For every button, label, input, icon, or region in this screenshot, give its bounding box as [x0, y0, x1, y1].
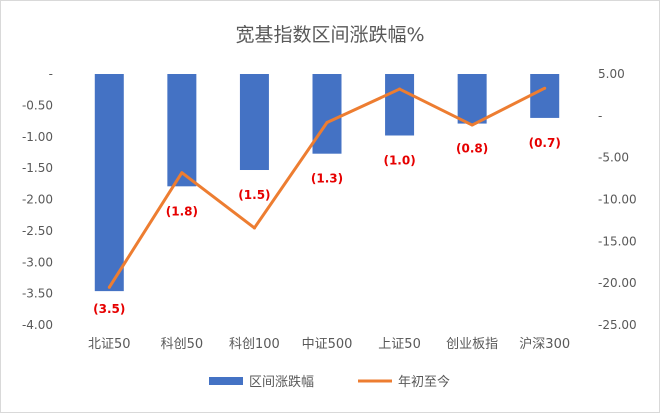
- category-label: 科创50: [161, 337, 204, 352]
- category-label: 科创100: [229, 337, 280, 352]
- right-tick-label: 5.00: [598, 67, 625, 81]
- right-tick-label: -: [598, 109, 602, 123]
- category-label: 上证50: [378, 337, 421, 352]
- bar: [94, 74, 124, 292]
- left-tick-label: -2.00: [22, 193, 53, 207]
- line-point: [398, 87, 402, 91]
- bar: [457, 74, 487, 124]
- data-labels: (3.5) (1.8) (1.5) (1.3) (1.0) (0.8) (0.7): [93, 136, 561, 316]
- bar: [239, 74, 269, 171]
- right-tick-label: -20.00: [598, 276, 637, 290]
- bar: [385, 74, 415, 136]
- line-point: [252, 226, 256, 230]
- legend-label-bar: 区间涨跌幅: [249, 374, 314, 390]
- bar-data-label: (0.7): [529, 136, 561, 150]
- bar-data-label: (0.8): [456, 142, 488, 156]
- legend-swatch-bar: [209, 377, 243, 385]
- category-label: 北证50: [88, 337, 131, 352]
- legend-label-line: 年初至今: [398, 374, 450, 390]
- bar: [530, 74, 560, 118]
- bar-data-label: (1.0): [383, 153, 415, 167]
- left-tick-label: -3.00: [22, 255, 53, 269]
- left-tick-label: -4.00: [22, 318, 53, 332]
- left-tick-label: -0.50: [22, 98, 53, 112]
- bar-data-label: (3.5): [93, 302, 125, 316]
- bar-data-label: (1.8): [166, 204, 198, 218]
- bar-data-label: (1.3): [311, 172, 343, 186]
- category-label: 沪深300: [519, 336, 570, 352]
- chart-title: 宽基指数区间涨跌幅%: [235, 24, 424, 46]
- bar: [167, 74, 197, 187]
- right-tick-label: -10.00: [598, 193, 637, 207]
- line-point: [325, 121, 329, 125]
- right-tick-label: -25.00: [598, 318, 637, 332]
- line-point: [470, 123, 474, 127]
- left-axis: - -0.50 -1.00 -1.50 -2.00 -2.50 -3.00 -3.50 -4.0…: [22, 67, 53, 332]
- line-series: [107, 86, 547, 289]
- left-tick-label: -2.50: [22, 224, 53, 238]
- line-point: [180, 171, 184, 175]
- category-axis: 北证50 科创50 科创100 中证500 上证50 创业板指 沪深300: [88, 336, 570, 352]
- line-point: [107, 285, 111, 289]
- bar-data-label: (1.5): [238, 188, 270, 202]
- category-label: 中证500: [302, 337, 353, 352]
- right-tick-label: -15.00: [598, 234, 637, 248]
- right-axis: 5.00 - -5.00 -10.00 -15.00 -20.00 -25.00: [598, 67, 637, 332]
- bar: [312, 74, 342, 154]
- legend: 区间涨跌幅 年初至今: [209, 374, 450, 390]
- category-label: 创业板指: [446, 337, 498, 352]
- right-tick-label: -5.00: [598, 151, 629, 165]
- left-tick-label: -3.50: [22, 287, 53, 301]
- left-tick-label: -1.50: [22, 161, 53, 175]
- bar-series: [94, 74, 560, 292]
- line-point: [543, 86, 547, 90]
- left-tick-label: -: [49, 67, 53, 81]
- left-tick-label: -1.00: [22, 130, 53, 144]
